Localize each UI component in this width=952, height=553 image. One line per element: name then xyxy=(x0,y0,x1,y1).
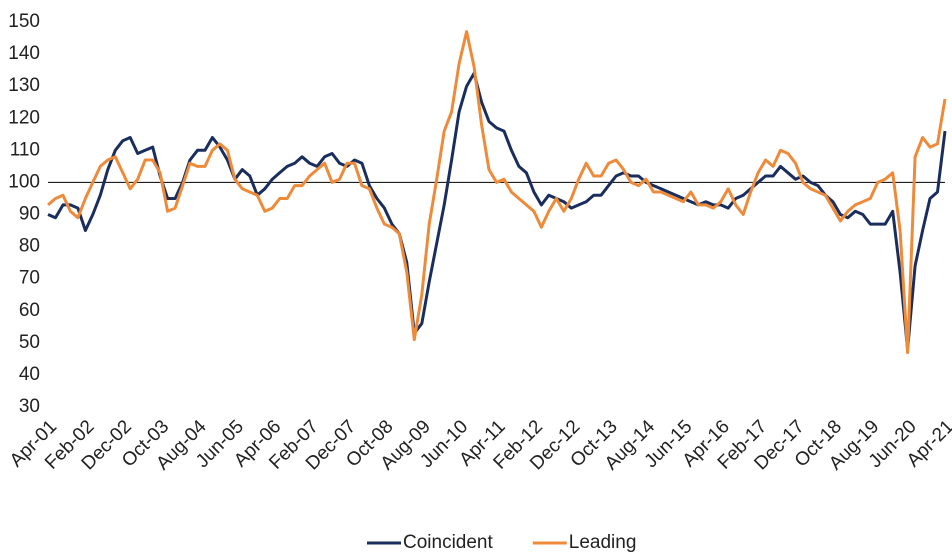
y-tick-label: 70 xyxy=(19,268,40,289)
series-line xyxy=(47,30,947,354)
y-tick-label: 140 xyxy=(8,43,40,64)
y-tick-label: 110 xyxy=(10,139,40,160)
y-tick-label: 90 xyxy=(19,204,40,225)
y-tick-label: 150 xyxy=(8,11,40,32)
y-tick-label: 100 xyxy=(8,171,40,192)
series-line xyxy=(47,71,947,351)
y-tick-label: 30 xyxy=(19,396,40,417)
y-tick-label: 80 xyxy=(19,236,40,257)
y-tick-label: 120 xyxy=(8,107,40,128)
legend-label: Leading xyxy=(569,532,637,553)
y-tick-label: 40 xyxy=(19,364,40,385)
legend-label: Coincident xyxy=(403,532,493,553)
y-tick-label: 60 xyxy=(19,300,40,321)
y-tick-label: 50 xyxy=(19,332,40,353)
y-tick-label: 130 xyxy=(8,75,40,96)
